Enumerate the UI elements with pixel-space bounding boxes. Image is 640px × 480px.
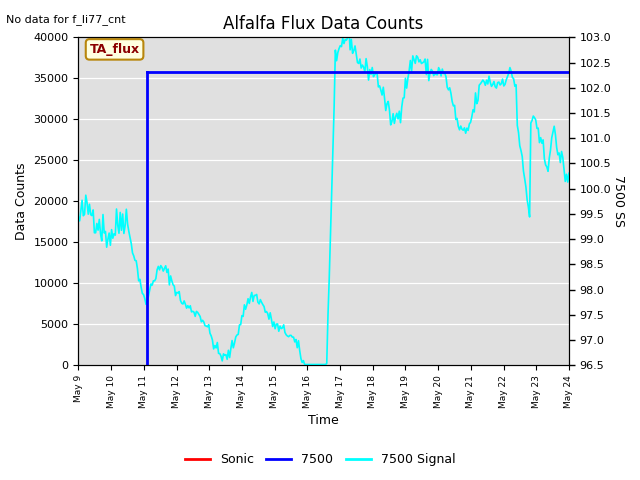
- Text: TA_flux: TA_flux: [90, 43, 140, 56]
- X-axis label: Time: Time: [308, 414, 339, 427]
- Text: No data for f_li77_cnt: No data for f_li77_cnt: [6, 14, 126, 25]
- Legend: Sonic, 7500, 7500 Signal: Sonic, 7500, 7500 Signal: [180, 448, 460, 471]
- Title: Alfalfa Flux Data Counts: Alfalfa Flux Data Counts: [223, 15, 424, 33]
- Y-axis label: 7500 SS: 7500 SS: [612, 175, 625, 228]
- Y-axis label: Data Counts: Data Counts: [15, 163, 28, 240]
